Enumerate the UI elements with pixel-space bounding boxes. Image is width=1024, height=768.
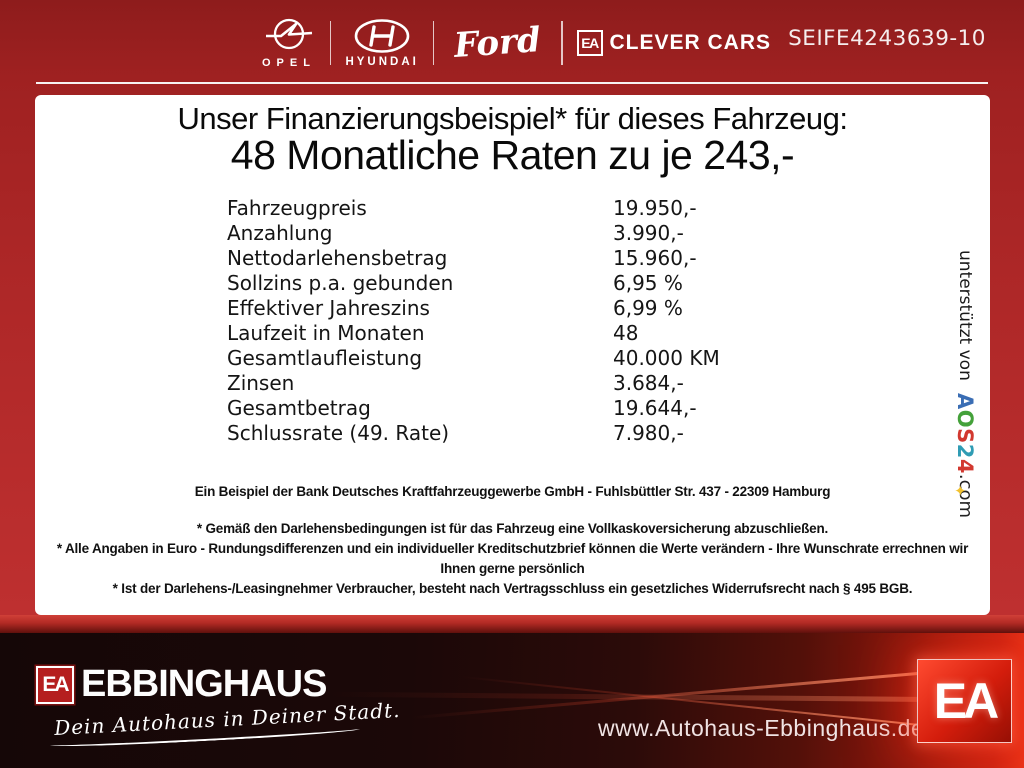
supported-by-vertical-text: unterstützt von AOS24.com ✦: [953, 250, 977, 580]
footnote: * Gemäß den Darlehensbedingungen ist für…: [196, 521, 829, 536]
row-value: 6,95 %: [613, 271, 683, 295]
brand-separator: [561, 21, 563, 65]
dealer-logo: EA EBBINGHAUS: [36, 663, 327, 706]
row-label: Fahrzeugpreis: [227, 196, 367, 220]
table-row: Gesamtbetrag 19.644,-: [227, 396, 720, 421]
row-value: 48: [613, 321, 639, 345]
bank-example-line: Ein Beispiel der Bank Deutsches Kraftfah…: [194, 484, 831, 499]
row-label: Nettodarlehensbetrag: [227, 246, 448, 270]
table-row: Zinsen 3.684,-: [227, 371, 720, 396]
table-row: Gesamtlaufleistung 40.000 KM: [227, 346, 720, 371]
vehicle-reference-code: SEIFE4243639-10: [788, 26, 986, 51]
ea-glow-wordmark: EA: [933, 673, 999, 729]
table-row: Sollzins p.a. gebunden 6,95 %: [227, 271, 720, 296]
aos24-letter: 4: [953, 458, 977, 474]
row-label: Gesamtlaufleistung: [227, 346, 423, 370]
row-value: 7.980,-: [613, 421, 684, 445]
footnotes-block: * Gemäß den Darlehensbedingungen ist für…: [48, 519, 978, 599]
row-value: 3.684,-: [613, 371, 684, 395]
ea-square-icon: EA: [36, 665, 74, 704]
table-row: Laufzeit in Monaten 48: [227, 321, 720, 346]
aos24-logo: AOS24: [953, 393, 977, 474]
ford-script-wordmark: Ford: [453, 20, 543, 66]
ford-logo: Ford: [448, 20, 547, 66]
row-label: Schlussrate (49. Rate): [227, 421, 450, 445]
ea-glow-badge: EA: [917, 659, 1012, 743]
row-label: Anzahlung: [227, 221, 333, 245]
header-divider-line: [36, 82, 988, 84]
aos24-letter: A: [953, 392, 977, 410]
row-value: 19.644,-: [613, 396, 697, 420]
aos24-sparkle-icon: ✦: [954, 482, 967, 500]
table-row: Fahrzeugpreis 19.950,-: [227, 196, 720, 221]
brand-separator: [432, 21, 435, 65]
row-value: 6,99 %: [613, 296, 683, 320]
aos24-letter: 2: [953, 443, 977, 459]
financing-title: Unser Finanzierungsbeispiel* für dieses …: [177, 101, 848, 136]
row-value: 3.990,-: [613, 221, 684, 245]
row-label: Effektiver Jahreszins: [227, 296, 430, 320]
opel-wordmark: OPEL: [262, 57, 316, 69]
opel-logo: OPEL: [262, 17, 316, 69]
row-value: 19.950,-: [613, 196, 697, 220]
row-label: Gesamtbetrag: [227, 396, 371, 420]
table-row: Anzahlung 3.990,-: [227, 221, 720, 246]
footnote: * Alle Angaben in Euro - Rundungsdiffere…: [56, 541, 969, 576]
financing-subtitle: 48 Monatliche Raten zu je 243,-: [230, 132, 795, 178]
row-value: 15.960,-: [613, 246, 697, 270]
brand-separator: [329, 21, 332, 65]
red-accent-band: [0, 615, 1024, 633]
row-value: 40.000 KM: [613, 346, 720, 370]
clever-cars-logo: EA CLEVER CARS: [576, 30, 772, 56]
table-row: Schlussrate (49. Rate) 7.980,-: [227, 421, 720, 446]
hyundai-h-icon: [353, 18, 411, 54]
table-row: Effektiver Jahreszins 6,99 %: [227, 296, 720, 321]
row-label: Sollzins p.a. gebunden: [227, 271, 454, 295]
footer-banner: EA EBBINGHAUS Dein Autohaus in Deiner St…: [0, 633, 1024, 768]
footnote: * Ist der Darlehens-/Leasingnehmer Verbr…: [112, 581, 913, 596]
aos24-letter: S: [953, 427, 977, 444]
clever-cars-wordmark: CLEVER CARS: [609, 31, 772, 54]
dealer-name-wordmark: EBBINGHAUS: [81, 663, 327, 705]
hyundai-wordmark: HYUNDAI: [345, 56, 419, 68]
aos24-domain-suffix: .com: [955, 473, 976, 519]
dealer-website-url: www.Autohaus-Ebbinghaus.de: [598, 715, 925, 741]
table-row: Nettodarlehensbetrag 15.960,-: [227, 246, 720, 271]
financing-table: Fahrzeugpreis 19.950,- Anzahlung 3.990,- N…: [227, 196, 720, 446]
supported-by-prefix: unterstützt von: [955, 250, 975, 381]
ea-square-icon: EA: [576, 30, 603, 56]
hyundai-logo: HYUNDAI: [345, 18, 418, 68]
row-label: Laufzeit in Monaten: [227, 321, 425, 345]
header-bar: OPEL HYUNDAI Ford EA CLEVER CARS: [0, 0, 1024, 95]
row-label: Zinsen: [227, 371, 295, 395]
brand-logo-row: OPEL HYUNDAI Ford EA CLEVER CARS: [262, 14, 771, 72]
opel-blitz-icon: [265, 17, 313, 55]
financing-panel: Unser Finanzierungsbeispiel* für dieses …: [35, 95, 990, 615]
aos24-letter: O: [953, 409, 977, 428]
